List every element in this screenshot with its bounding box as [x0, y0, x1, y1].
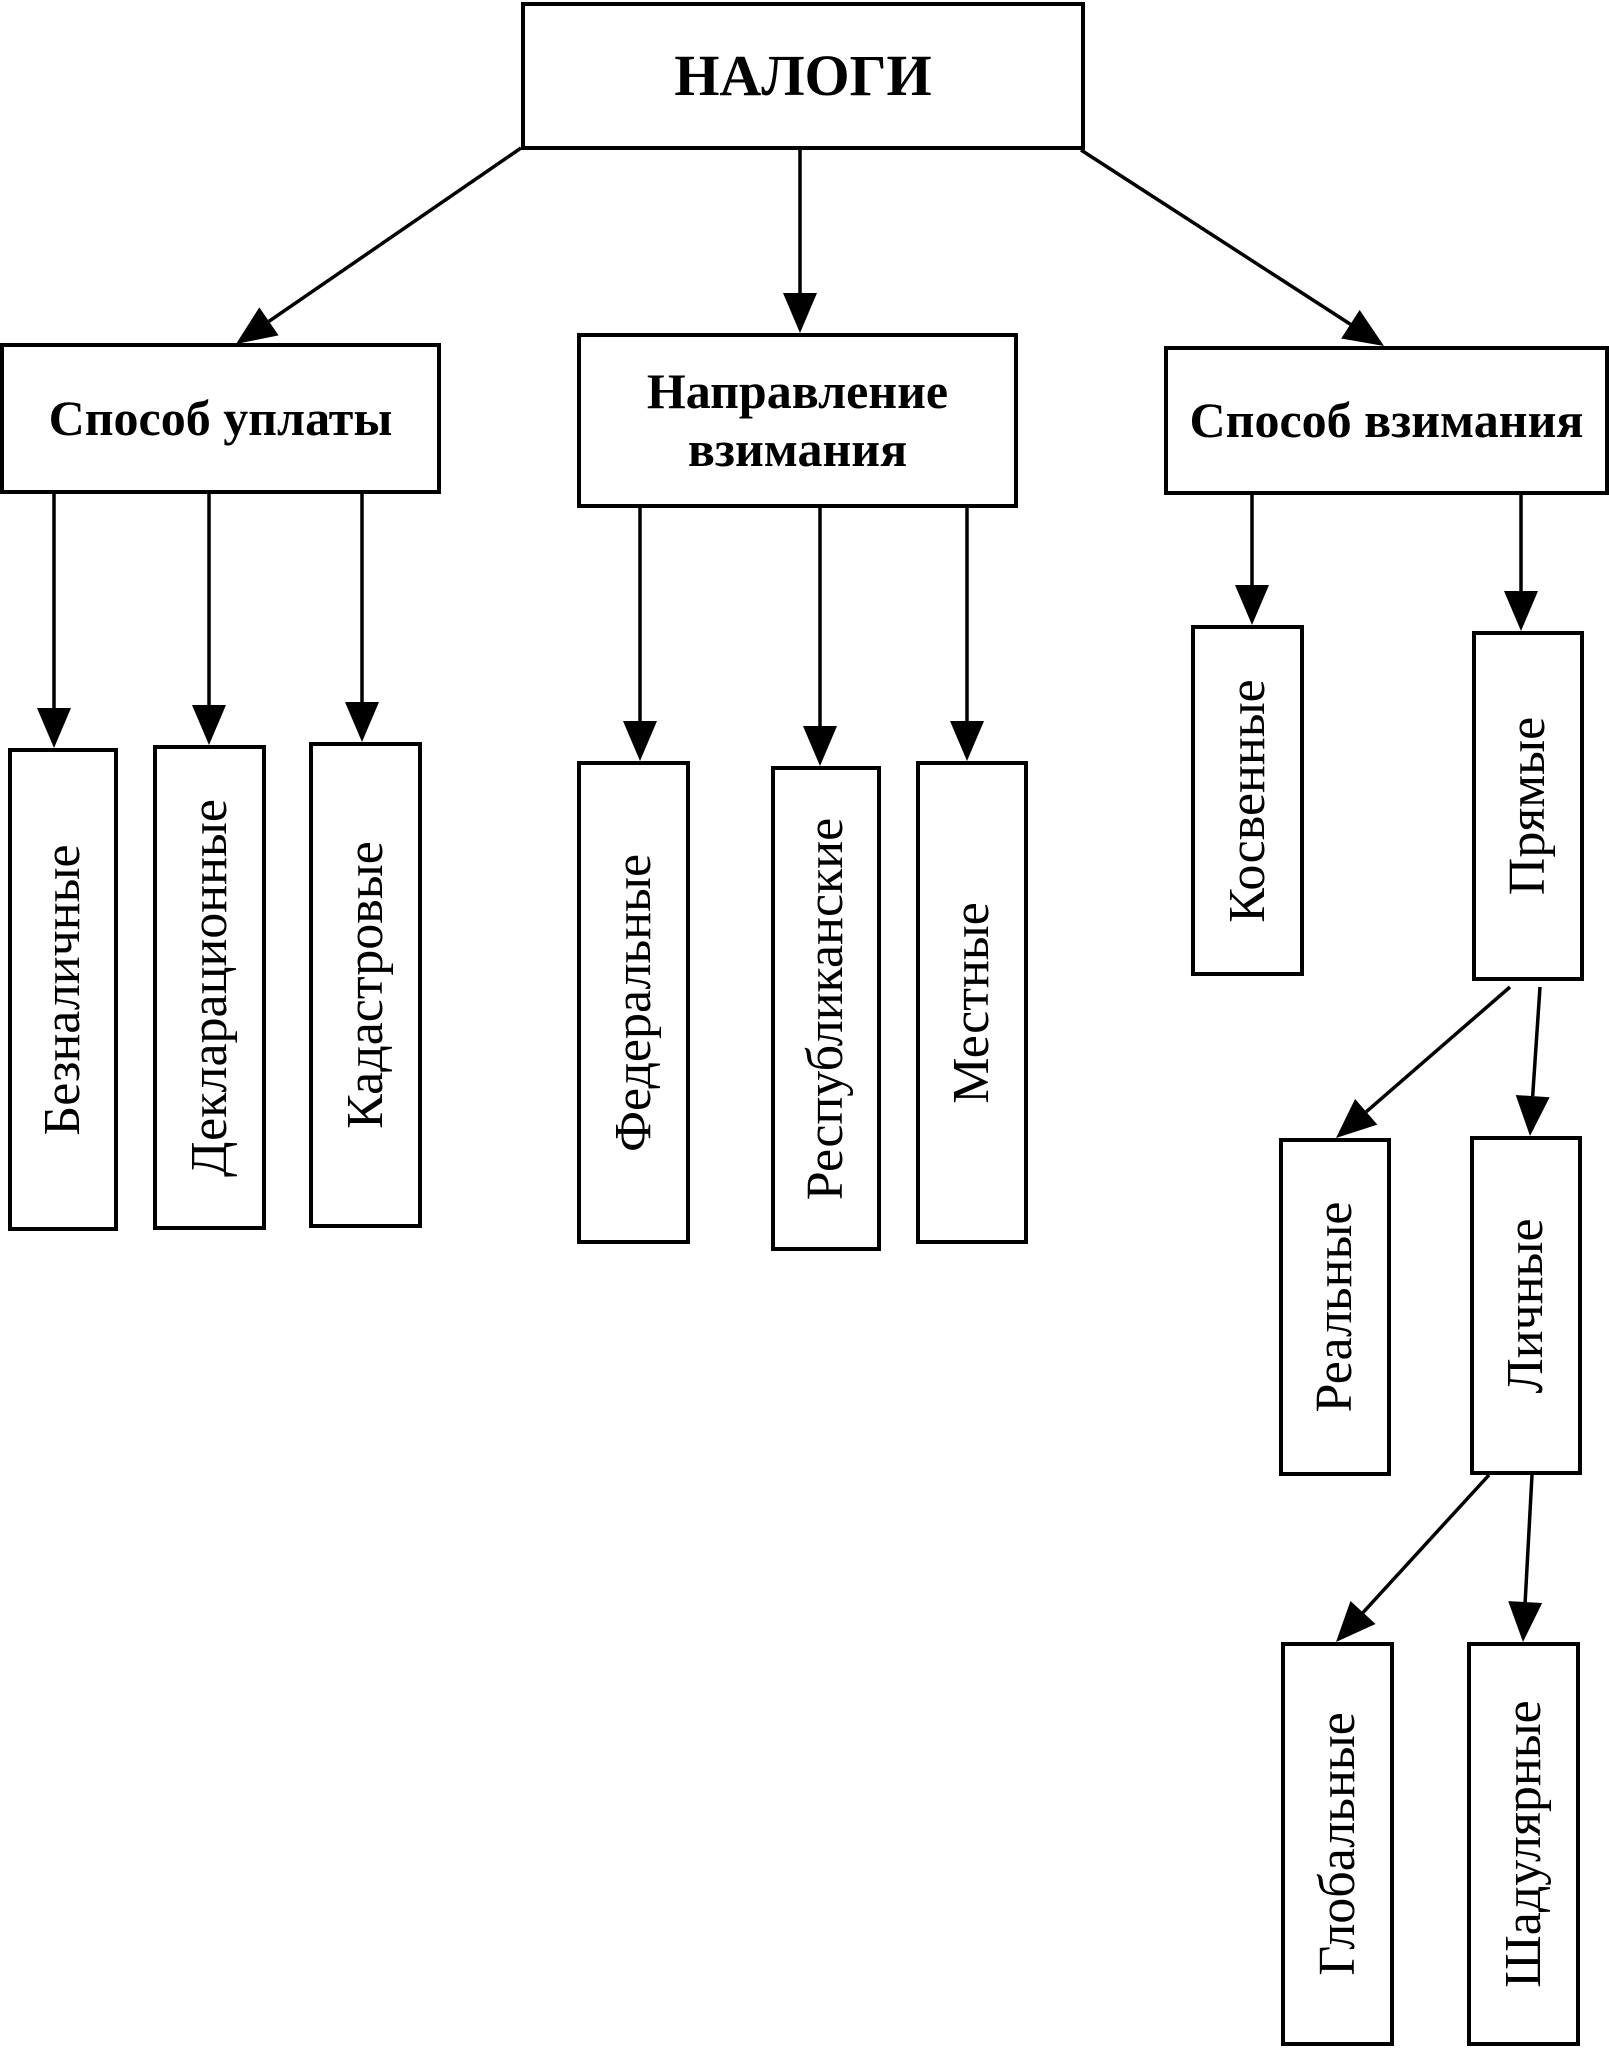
arrowhead-direct-personal [1515, 1094, 1550, 1136]
node-direction-label: Направление взимания [646, 363, 949, 477]
node-cashless: Безналичные [8, 748, 118, 1231]
node-levy-label: Способ взимания [1189, 391, 1584, 448]
arrowhead-root-payment [236, 307, 279, 344]
node-global-label: Глобальные [1308, 1712, 1366, 1976]
arrowhead-root-levy [1341, 310, 1384, 346]
arrowhead-personal-schedular [1508, 1601, 1543, 1642]
arrowhead-direction-republican [803, 726, 837, 766]
node-indirect: Косвенные [1191, 625, 1304, 976]
node-payment-label: Способ уплаты [48, 389, 393, 446]
node-federal-label: Федеральные [604, 853, 662, 1152]
node-root: НАЛОГИ [521, 2, 1085, 150]
arrowhead-payment-cadastral [345, 702, 379, 742]
edge-root-levy [1080, 148, 1352, 326]
node-schedular-label: Шадулярные [1494, 1700, 1552, 1988]
edge-personal-global [1361, 1473, 1491, 1614]
node-cashless-label: Безналичные [34, 843, 91, 1136]
arrowhead-payment-declaration [192, 705, 226, 745]
node-declaration: Декларационные [153, 745, 266, 1230]
node-federal: Федеральные [577, 761, 690, 1244]
arrowhead-levy-indirect [1235, 585, 1269, 625]
arrowhead-direction-local [950, 721, 984, 761]
node-cadastral-label: Кадастровые [336, 841, 394, 1129]
node-personal-label: Личные [1497, 1217, 1554, 1394]
edge-root-payment [267, 146, 522, 323]
node-direction: Направление взимания [577, 333, 1018, 508]
arrowhead-personal-global [1336, 1601, 1376, 1642]
node-global: Глобальные [1281, 1642, 1394, 2046]
node-republican: Республиканские [771, 766, 881, 1251]
node-root-label: НАЛОГИ [674, 42, 932, 108]
node-direct-label: Прямые [1499, 716, 1556, 896]
node-direct: Прямые [1472, 631, 1584, 981]
edge-direct-personal [1530, 986, 1542, 1097]
arrowhead-direction-federal [623, 721, 657, 761]
arrowhead-root-direction [783, 293, 817, 333]
node-declaration-label: Декларационные [180, 798, 238, 1177]
arrowhead-payment-cashless [37, 708, 71, 748]
node-levy: Способ взимания [1164, 346, 1609, 495]
node-schedular: Шадулярные [1467, 1642, 1580, 2046]
node-cadastral: Кадастровые [309, 742, 422, 1228]
node-local: Местные [916, 761, 1028, 1244]
edge-personal-schedular [1523, 1474, 1534, 1603]
node-indirect-label: Косвенные [1218, 678, 1276, 923]
arrowhead-direct-real [1336, 1098, 1378, 1138]
node-republican-label: Республиканские [797, 817, 854, 1200]
node-real: Реальные [1279, 1138, 1391, 1476]
node-payment: Способ уплаты [0, 343, 441, 494]
node-real-label: Реальные [1306, 1201, 1363, 1413]
node-local-label: Местные [943, 901, 1000, 1104]
arrowhead-levy-direct [1504, 591, 1538, 631]
edge-direct-real [1365, 985, 1512, 1114]
node-personal: Личные [1470, 1136, 1582, 1475]
